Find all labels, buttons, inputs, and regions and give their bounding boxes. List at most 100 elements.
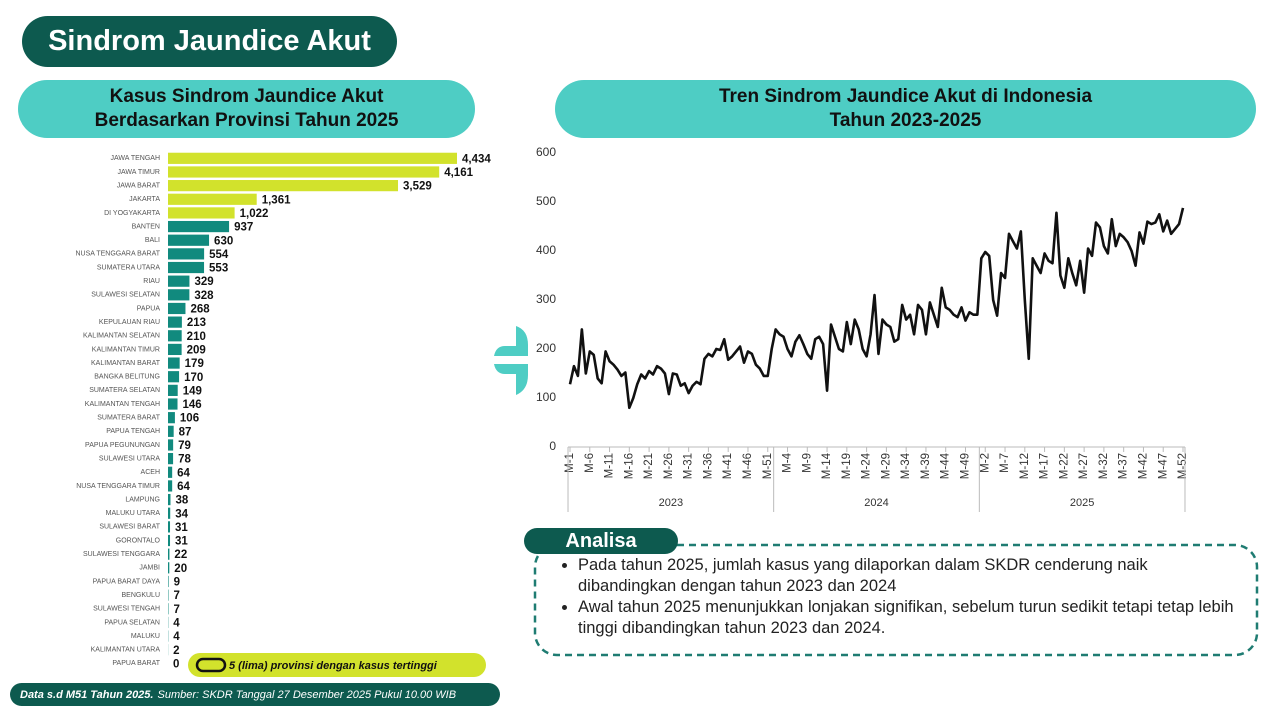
x-tick-label: M-2: [979, 453, 991, 473]
line-chart-title: Tren Sindrom Jaundice Akut di Indonesia …: [555, 80, 1256, 138]
category-label: PAPUA BARAT DAYA: [93, 578, 161, 585]
bar: [168, 275, 190, 287]
bar: [168, 289, 190, 301]
group-label: 2024: [864, 497, 888, 509]
value-label: 170: [184, 372, 203, 384]
bar: [168, 425, 174, 437]
category-label: KALIMANTAN TENGAH: [85, 401, 160, 408]
y-tick-label: 0: [549, 439, 556, 453]
value-label: 20: [174, 563, 187, 575]
category-label: SULAWESI TENGGARA: [83, 551, 160, 558]
category-label: SUMATERA BARAT: [97, 415, 160, 422]
category-label: SULAWESI TENGAH: [93, 606, 160, 613]
category-label: BENGKULU: [121, 592, 160, 599]
x-tick-label: M-32: [1098, 453, 1110, 479]
logo-leaf: [494, 326, 528, 356]
note-text: 5 (lima) provinsi dengan kasus tertinggi: [229, 660, 438, 672]
bullet: Pada tahun 2025, jumlah kasus yang dilap…: [578, 555, 1246, 597]
x-tick-label: M-9: [801, 453, 813, 473]
value-label: 146: [183, 399, 202, 411]
footer-pill: [10, 683, 500, 706]
y-tick-label: 300: [536, 292, 556, 306]
value-label: 79: [178, 440, 191, 452]
value-label: 209: [187, 344, 206, 356]
x-tick-label: M-27: [1078, 453, 1090, 479]
value-label: 554: [209, 249, 229, 261]
y-tick-label: 100: [536, 390, 556, 404]
x-tick-label: M-39: [920, 453, 932, 479]
value-label: 213: [187, 317, 206, 329]
bar: [168, 548, 170, 560]
bar: [168, 575, 169, 588]
category-label: SULAWESI SELATAN: [91, 292, 160, 299]
category-label: JAKARTA: [129, 196, 160, 203]
category-label: KEPULAUAN RIAU: [99, 319, 160, 326]
x-tick-label: M-41: [722, 453, 734, 479]
category-label: JAWA BARAT: [117, 182, 161, 189]
category-label: PAPUA BARAT: [112, 660, 160, 667]
x-tick-label: M-34: [900, 452, 912, 479]
value-label: 4: [173, 631, 180, 643]
x-tick-label: M-42: [1137, 453, 1149, 479]
bullet-list: Pada tahun 2025, jumlah kasus yang dilap…: [556, 555, 1246, 639]
bar: [168, 521, 171, 533]
x-tick-label: M-12: [1019, 453, 1031, 479]
category-label: JAMBI: [139, 565, 160, 572]
category-label: GORONTALO: [116, 537, 161, 544]
x-tick-label: M-4: [782, 452, 794, 472]
analysis-body: Pada tahun 2025, jumlah kasus yang dilap…: [556, 555, 1246, 639]
value-label: 87: [179, 426, 192, 438]
value-label: 329: [194, 276, 213, 288]
bar: [168, 193, 257, 205]
x-tick-label: M-6: [584, 453, 596, 473]
page-title: Sindrom Jaundice Akut: [22, 16, 397, 67]
value-label: 9: [174, 577, 180, 589]
y-tick-label: 200: [536, 341, 556, 355]
x-tick-label: M-44: [940, 452, 952, 479]
x-tick-label: M-11: [604, 453, 616, 478]
category-label: BANGKA BELITUNG: [94, 374, 160, 381]
x-tick-label: M-17: [1039, 453, 1051, 479]
value-label: 106: [180, 413, 199, 425]
bar: [168, 248, 205, 260]
x-tick-label: M-49: [960, 453, 972, 479]
bar: [168, 261, 205, 274]
category-label: SUMATERA UTARA: [97, 264, 160, 271]
analysis-frame: [533, 543, 1259, 657]
analysis-tag: Analisa: [524, 528, 678, 554]
category-label: RIAU: [143, 278, 160, 285]
bar: [168, 316, 182, 328]
bar: [168, 234, 210, 246]
bar: [168, 152, 457, 164]
value-label: 1,361: [262, 194, 291, 206]
value-label: 268: [190, 304, 210, 316]
value-label: 38: [175, 495, 188, 507]
y-tick-label: 500: [536, 194, 556, 208]
value-label: 31: [175, 522, 188, 534]
value-label: 3,529: [403, 181, 432, 193]
value-label: 31: [175, 536, 188, 548]
value-label: 64: [177, 481, 190, 493]
category-label: MALUKU: [131, 633, 160, 640]
title-line: Berdasarkan Provinsi Tahun 2025: [94, 110, 399, 131]
logo-leaf: [494, 364, 528, 395]
category-label: NUSA TENGGARA BARAT: [75, 251, 160, 258]
category-label: KALIMANTAN SELATAN: [83, 333, 160, 340]
value-label: 0: [173, 658, 179, 670]
x-tick-label: M-46: [742, 453, 754, 479]
category-label: KALIMANTAN BARAT: [91, 360, 161, 367]
value-label: 179: [185, 358, 204, 370]
value-label: 328: [194, 290, 214, 302]
value-label: 937: [234, 222, 253, 234]
value-label: 1,022: [240, 208, 269, 220]
group-label: 2023: [659, 497, 683, 509]
x-tick-label: M-22: [1058, 453, 1070, 479]
bar: [168, 507, 171, 519]
x-tick-label: M-29: [880, 453, 892, 479]
category-label: PAPUA SELATAN: [104, 619, 160, 626]
category-label: ACEH: [141, 469, 160, 476]
category-label: DI YOGYAKARTA: [104, 210, 160, 217]
group-label: 2025: [1070, 497, 1094, 509]
value-label: 78: [178, 454, 191, 466]
